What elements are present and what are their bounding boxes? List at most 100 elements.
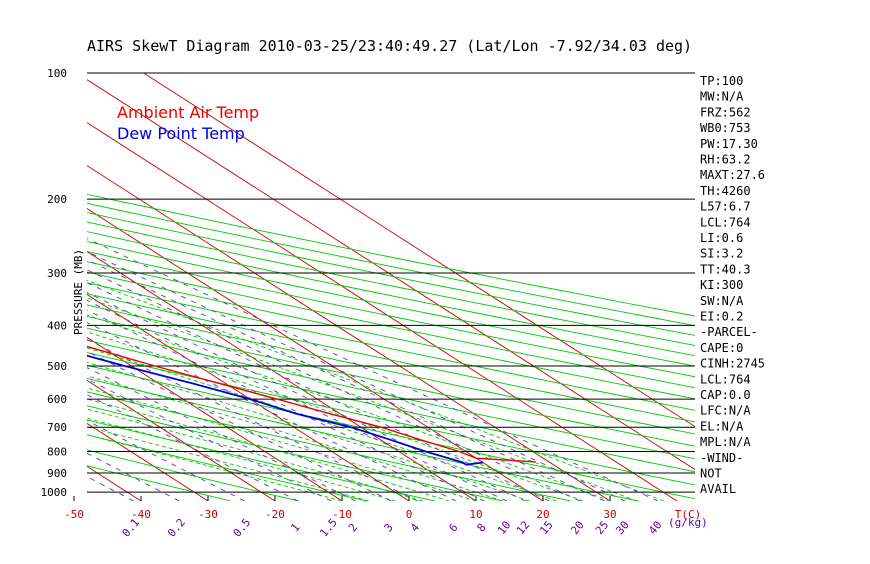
dry-adiabat-line [87, 315, 695, 447]
index-line: SW:N/A [700, 294, 744, 308]
mixing-ratio-line [87, 378, 332, 501]
dry-adiabat-line [87, 391, 571, 501]
legend-dewpoint: Dew Point Temp [117, 124, 245, 143]
index-line: MW:N/A [700, 90, 744, 104]
pressure-tick-label: 200 [47, 193, 67, 206]
bottom-axis-unit: T(C) [675, 508, 702, 521]
index-line: CINH:2745 [700, 357, 765, 371]
pressure-tick-label: 900 [47, 467, 67, 480]
isotherm-line [0, 73, 7, 501]
index-line: FRZ:562 [700, 105, 751, 119]
index-line: L57:6.7 [700, 200, 751, 214]
bottom-temperature-tick-label: -20 [265, 508, 285, 521]
dry-adiabat-line [87, 250, 695, 378]
moist-adiabat-line [87, 398, 450, 501]
mixing-ratio-tick-label: 15 [537, 518, 555, 537]
bottom-temperature-tick-label: -30 [198, 508, 218, 521]
mixing-ratio-line [87, 452, 180, 501]
pressure-tick-label: 300 [47, 267, 67, 280]
index-line: KI:300 [700, 278, 743, 292]
mixing-ratio-tick-label: 4 [408, 521, 422, 535]
bottom-temperature-tick-label: 30 [603, 508, 616, 521]
index-line: TP:100 [700, 74, 743, 88]
dry-adiabat-line [87, 304, 695, 435]
bottom-temperature-tick-label: -10 [332, 508, 352, 521]
temperature-profile-line [87, 345, 536, 463]
pressure-tick-label: 1000 [41, 486, 68, 499]
index-line: -WIND- [700, 451, 743, 465]
isotherm-line [87, 251, 477, 501]
index-line: MPL:N/A [700, 435, 751, 449]
index-line: WB0:753 [700, 121, 751, 135]
isotherm-line [87, 79, 695, 471]
moist-adiabat-line [87, 417, 396, 501]
index-line: SI:3.2 [700, 247, 743, 261]
legend: Ambient Air Temp Dew Point Temp [117, 103, 259, 143]
bottom-temperature-tick-label: 20 [536, 508, 549, 521]
dewpoint-profile-line [87, 354, 484, 466]
mixing-ratio-line [87, 292, 526, 501]
mixing-ratio-tick-label: 30 [613, 518, 631, 537]
dry-adiabat-line [87, 352, 695, 486]
isotherm-line [87, 165, 611, 501]
mixing-ratio-tick-label: 2 [346, 521, 360, 534]
background-grid [0, 73, 695, 501]
bottom-temperature-tick-label: 10 [469, 508, 482, 521]
isotherm-line [0, 73, 74, 501]
bottom-temperature-tick-label: 0 [406, 508, 413, 521]
mixing-ratio-line [87, 269, 581, 501]
pressure-tick-label: 400 [47, 319, 67, 332]
pressure-tick-label: 600 [47, 393, 67, 406]
dry-adiabat-line [87, 339, 695, 473]
index-line: TH:4260 [700, 184, 751, 198]
index-line: CAP:0.0 [700, 388, 751, 402]
index-line: CAPE:0 [700, 341, 743, 355]
index-line: PW:17.30 [700, 137, 758, 151]
moist-adiabat-line [87, 297, 637, 501]
pressure-tick-label: 100 [47, 67, 67, 80]
mixing-ratio-unit: (g/kg) [668, 516, 708, 529]
isotherm-line [143, 73, 695, 428]
dry-adiabat-line [87, 405, 503, 501]
dry-adiabat-line [87, 377, 639, 501]
profile-lines [87, 345, 536, 466]
moist-adiabat-line [87, 279, 664, 501]
bottom-temperature-tick-label: -50 [64, 508, 84, 521]
index-line: LCL:764 [700, 215, 751, 229]
dry-adiabat-line [87, 202, 695, 327]
mixing-ratio-tick-label: 25 [593, 518, 611, 537]
index-line: TT:40.3 [700, 262, 751, 276]
dry-adiabat-line [87, 193, 695, 317]
mixing-ratio-line [87, 251, 626, 501]
dry-adiabat-line [87, 364, 695, 500]
dry-adiabat-line [87, 231, 695, 357]
y-axis-label: PRESSURE (MB) [72, 249, 85, 335]
moist-adiabat-line [87, 426, 369, 501]
mixing-ratio-tick-label: 10 [495, 518, 513, 537]
legend-temperature: Ambient Air Temp [117, 103, 259, 122]
bottom-temperature-tick-label: -40 [131, 508, 151, 521]
dry-adiabat-line [87, 221, 695, 346]
dry-adiabat-line [87, 212, 695, 336]
isotherm-line [87, 293, 410, 501]
mixing-ratio-line [87, 259, 605, 501]
dry-adiabat-line [87, 271, 695, 400]
mixing-ratio-tick-label: 0.2 [165, 516, 188, 540]
mixing-ratio-tick-label: 12 [514, 518, 532, 537]
mixing-ratio-tick-label: 1 [288, 521, 302, 534]
isotherm-line [87, 336, 343, 501]
mixing-ratio-line [87, 282, 550, 501]
index-line: RH:63.2 [700, 153, 751, 167]
dry-adiabat-line [87, 240, 695, 367]
dry-adiabat-line [87, 327, 695, 460]
index-line: LFC:N/A [700, 404, 751, 418]
mixing-ratio-tick-label: 40 [646, 518, 664, 537]
mixing-ratio-line [87, 299, 508, 501]
index-line: EL:N/A [700, 419, 744, 433]
moist-adiabat-line [87, 314, 611, 501]
index-line: NOT [700, 467, 722, 481]
mixing-ratio-line [87, 394, 299, 501]
mixing-ratio-line [87, 367, 356, 501]
